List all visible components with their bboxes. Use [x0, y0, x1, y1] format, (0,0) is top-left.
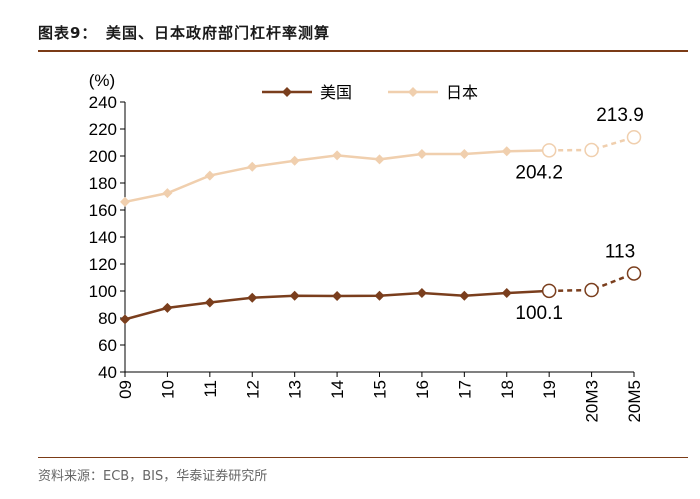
legend-swatch-marker [408, 87, 418, 97]
source-rule [38, 457, 688, 458]
data-point-marker [162, 188, 173, 199]
y-axis-unit: (%) [89, 71, 115, 90]
data-point-marker [459, 290, 470, 301]
x-tick-label: 14 [328, 380, 347, 399]
series-japan: 204.2 213.9 [120, 105, 644, 207]
y-tick-label: 120 [89, 255, 117, 274]
chart-legend: 美国 日本 [262, 84, 478, 102]
x-tick-label: 11 [201, 380, 220, 398]
data-point-marker [332, 150, 343, 161]
data-label: 213.9 [596, 105, 644, 126]
chart-axes: 40 60 80 100 120 140 160 180 200 220 240 (%) 09 10 11 1… [89, 71, 644, 423]
data-label: 204.2 [515, 162, 563, 183]
y-tick-label: 140 [89, 228, 117, 247]
y-tick-label: 240 [89, 93, 117, 112]
y-tick-label: 40 [98, 363, 117, 382]
legend-label: 日本 [446, 84, 478, 102]
data-point-marker [501, 288, 512, 299]
data-point-marker [162, 302, 173, 313]
data-point-marker [204, 297, 215, 308]
figure-title: 图表9： 美国、日本政府部门杠杆率测算 [38, 24, 330, 42]
x-tick-label: 13 [286, 380, 305, 399]
data-point-marker [289, 155, 300, 166]
data-point-marker [247, 161, 258, 172]
x-tick-label: 20M5 [625, 380, 644, 423]
y-tick-label: 160 [89, 201, 117, 220]
chart-series: 100.1 113 204.2 213.9 [120, 105, 644, 325]
y-tick-label: 180 [89, 174, 117, 193]
data-point-marker [120, 196, 130, 207]
legend-swatch-marker [282, 87, 292, 97]
data-point-marker [204, 170, 215, 181]
data-label: 100.1 [515, 303, 563, 324]
x-tick-label: 16 [413, 380, 432, 399]
data-point-marker [541, 143, 557, 158]
legend-item-us: 美国 [262, 84, 352, 102]
y-tick-label: 220 [89, 120, 117, 139]
data-point-marker [416, 148, 427, 159]
series-us: 100.1 113 [120, 241, 642, 325]
data-point-marker [247, 292, 258, 303]
data-point-marker [584, 282, 599, 298]
series-line-dashed [549, 272, 635, 293]
source-note: 资料来源：ECB，BIS，华泰证券研究所 [38, 469, 268, 484]
y-tick-label: 100 [89, 282, 117, 301]
data-point-marker [626, 129, 642, 145]
legend-label: 美国 [320, 84, 352, 102]
data-point-marker [584, 142, 599, 158]
x-tick-label: 15 [371, 380, 390, 399]
data-point-marker [541, 283, 557, 299]
data-point-marker [374, 290, 385, 301]
data-label: 113 [605, 241, 635, 262]
x-tick-label: 09 [116, 380, 135, 399]
y-tick-label: 200 [89, 147, 117, 166]
x-tick-label: 19 [540, 380, 559, 399]
data-point-marker [289, 290, 300, 301]
data-point-marker [374, 154, 385, 165]
x-tick-label: 12 [243, 380, 262, 399]
x-tick-label: 18 [498, 380, 517, 399]
legend-item-japan: 日本 [388, 84, 478, 102]
y-tick-label: 60 [98, 336, 117, 355]
y-tick-label: 80 [98, 309, 117, 328]
title-rule [38, 50, 688, 52]
x-tick-label: 17 [455, 380, 474, 399]
data-point-marker [626, 266, 642, 281]
x-tick-label: 10 [158, 380, 177, 399]
x-tick-label: 20M3 [583, 380, 602, 423]
data-point-marker [459, 148, 470, 159]
data-point-marker [120, 314, 130, 325]
data-point-marker [332, 290, 343, 301]
data-point-marker [501, 146, 512, 157]
data-point-marker [416, 288, 427, 299]
